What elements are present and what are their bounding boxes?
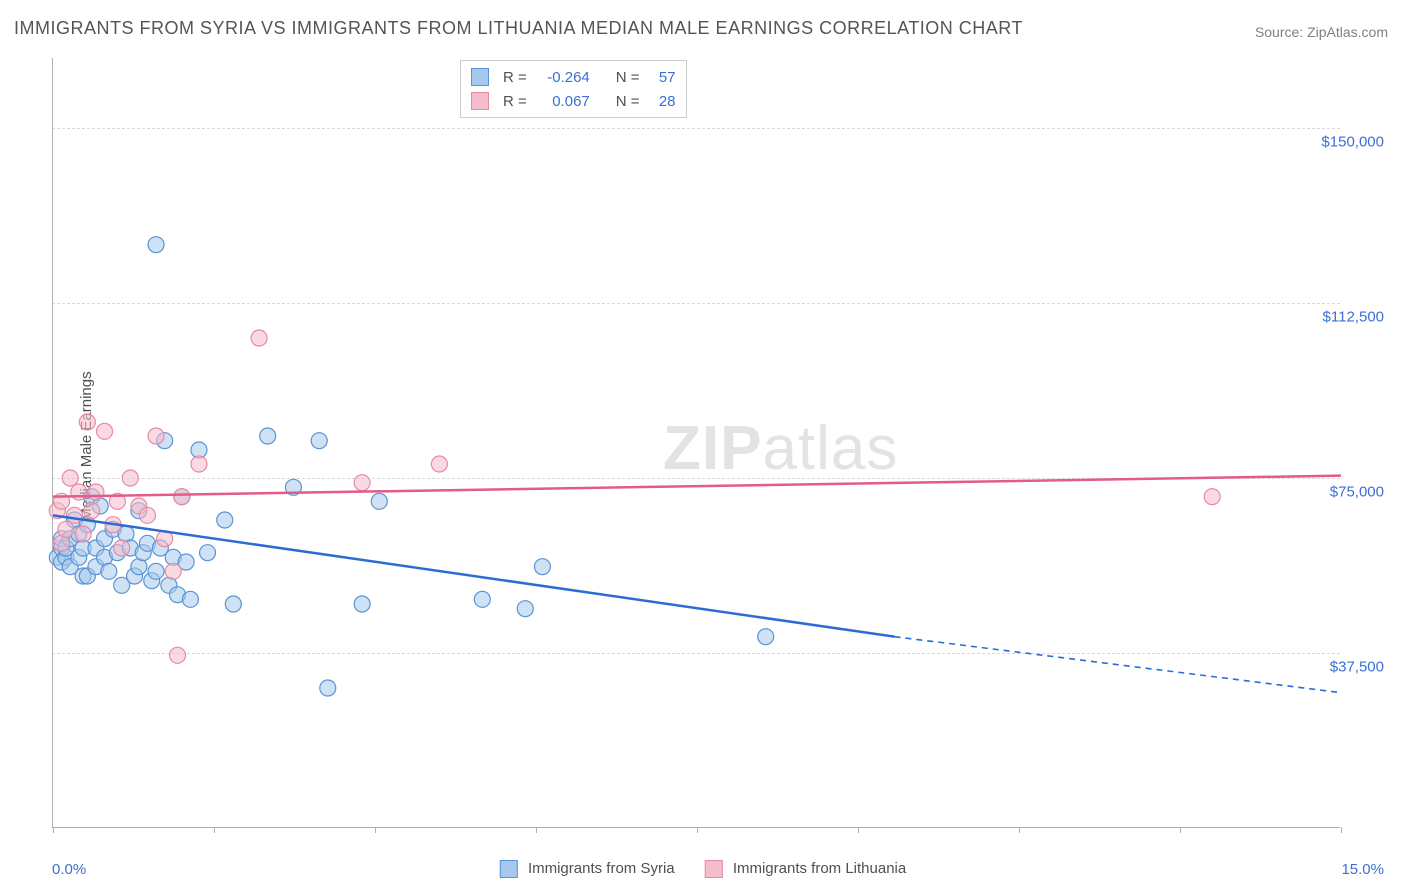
data-point: [517, 601, 533, 617]
x-tick: [214, 827, 215, 833]
plot-area: ZIPatlas: [52, 58, 1340, 828]
legend-swatch: [471, 68, 489, 86]
data-point: [148, 428, 164, 444]
data-point: [79, 414, 95, 430]
x-tick: [1341, 827, 1342, 833]
data-point: [225, 596, 241, 612]
data-point: [97, 423, 113, 439]
data-point: [165, 563, 181, 579]
x-tick: [858, 827, 859, 833]
correlation-legend-row: R = -0.264 N = 57: [471, 65, 676, 89]
data-point: [114, 540, 130, 556]
legend-N-label: N =: [616, 69, 640, 86]
data-point: [148, 237, 164, 253]
legend-R-value: -0.264: [535, 69, 590, 86]
data-point: [139, 507, 155, 523]
legend-N-label: N =: [616, 93, 640, 110]
data-point: [101, 563, 117, 579]
data-point: [148, 563, 164, 579]
legend-R-value: 0.067: [535, 93, 590, 110]
x-tick: [375, 827, 376, 833]
data-point: [431, 456, 447, 472]
legend-swatch: [471, 92, 489, 110]
legend-label-syria: Immigrants from Syria: [528, 860, 675, 877]
legend-swatch-lithuania: [705, 860, 723, 878]
data-point: [251, 330, 267, 346]
legend-R-label: R =: [503, 93, 527, 110]
data-point: [474, 591, 490, 607]
data-point: [534, 559, 550, 575]
data-point: [75, 526, 91, 542]
legend-item-syria: Immigrants from Syria: [500, 860, 675, 878]
data-point: [320, 680, 336, 696]
data-point: [1204, 489, 1220, 505]
data-point: [217, 512, 233, 528]
data-point: [170, 647, 186, 663]
data-point: [758, 629, 774, 645]
data-point: [260, 428, 276, 444]
source-label: Source: ZipAtlas.com: [1255, 24, 1388, 40]
chart-title: IMMIGRANTS FROM SYRIA VS IMMIGRANTS FROM…: [14, 18, 1023, 39]
data-point: [84, 503, 100, 519]
x-tick: [697, 827, 698, 833]
regression-line: [53, 476, 1341, 497]
legend-item-lithuania: Immigrants from Lithuania: [705, 860, 907, 878]
x-axis-max-label: 15.0%: [1341, 861, 1384, 878]
data-point: [122, 470, 138, 486]
chart-svg: [53, 58, 1340, 827]
x-axis-min-label: 0.0%: [52, 861, 86, 878]
legend-R-label: R =: [503, 69, 527, 86]
data-point: [71, 484, 87, 500]
correlation-legend-row: R = 0.067 N = 28: [471, 89, 676, 113]
data-point: [354, 475, 370, 491]
series-legend: Immigrants from Syria Immigrants from Li…: [500, 860, 906, 878]
x-tick: [53, 827, 54, 833]
data-point: [371, 493, 387, 509]
legend-N-value: 28: [648, 93, 676, 110]
data-point: [66, 507, 82, 523]
data-point: [62, 470, 78, 486]
data-point: [191, 456, 207, 472]
data-point: [354, 596, 370, 612]
x-tick: [1019, 827, 1020, 833]
chart-container: IMMIGRANTS FROM SYRIA VS IMMIGRANTS FROM…: [0, 0, 1406, 892]
x-tick: [1180, 827, 1181, 833]
legend-swatch-syria: [500, 860, 518, 878]
data-point: [182, 591, 198, 607]
correlation-legend-box: R = -0.264 N = 57 R = 0.067 N = 28: [460, 60, 687, 118]
data-point: [58, 521, 74, 537]
data-point: [200, 545, 216, 561]
legend-label-lithuania: Immigrants from Lithuania: [733, 860, 906, 877]
x-tick: [536, 827, 537, 833]
regression-line-extrapolated: [894, 637, 1341, 693]
data-point: [88, 484, 104, 500]
data-point: [311, 433, 327, 449]
legend-N-value: 57: [648, 69, 676, 86]
data-point: [174, 489, 190, 505]
